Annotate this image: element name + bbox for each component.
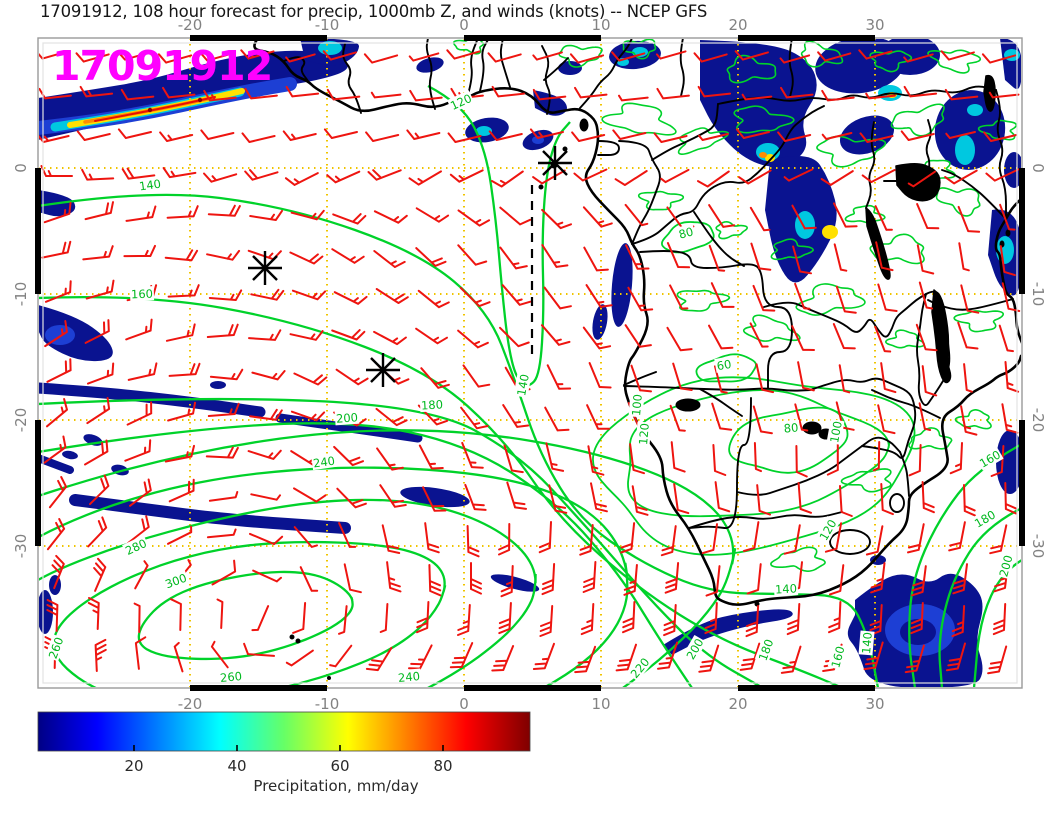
lat-label-left: 0 — [12, 163, 30, 173]
forecast-init-stamp: 17091912 — [52, 42, 273, 90]
lon-label-bottom: 0 — [459, 695, 469, 713]
lat-label-right: -20 — [1029, 408, 1047, 433]
svg-text:140: 140 — [514, 373, 532, 397]
svg-text:200: 200 — [336, 410, 359, 425]
colorbar-tick-label: 40 — [227, 757, 246, 775]
svg-text:80: 80 — [783, 420, 799, 435]
lat-label-right: -30 — [1029, 534, 1047, 559]
lon-label-bottom: -20 — [178, 695, 203, 713]
lat-lon-gridlines — [39, 39, 1021, 687]
svg-text:200: 200 — [996, 554, 1015, 579]
svg-text:180: 180 — [972, 507, 998, 530]
station-markers — [248, 146, 572, 387]
svg-text:180: 180 — [421, 397, 444, 412]
lat-label-left: -30 — [12, 534, 30, 559]
svg-text:80: 80 — [677, 224, 695, 241]
svg-text:140: 140 — [775, 581, 798, 596]
lat-label-right: 0 — [1029, 163, 1047, 173]
svg-text:160: 160 — [828, 645, 847, 670]
lat-label-left: -10 — [12, 282, 30, 307]
lon-label-top: 20 — [728, 16, 747, 34]
colorbar-caption: Precipitation, mm/day — [253, 777, 418, 795]
svg-text:240: 240 — [397, 669, 420, 685]
lon-label-top: 10 — [591, 16, 610, 34]
height-contours — [39, 39, 1021, 687]
colorbar-tick-label: 60 — [330, 757, 349, 775]
lat-label-right: -10 — [1029, 282, 1047, 307]
lon-label-bottom: 30 — [865, 695, 884, 713]
svg-text:300: 300 — [163, 571, 188, 592]
colorbar-tick-label: 80 — [433, 757, 452, 775]
lon-label-top: -20 — [178, 16, 203, 34]
lon-label-bottom: -10 — [315, 695, 340, 713]
svg-text:120: 120 — [636, 422, 652, 445]
svg-text:260: 260 — [219, 669, 242, 685]
svg-text:140: 140 — [138, 177, 162, 194]
svg-text:100: 100 — [629, 393, 645, 416]
lon-label-top: 0 — [459, 16, 469, 34]
svg-text:120: 120 — [816, 517, 839, 543]
svg-text:160: 160 — [131, 287, 153, 302]
colorbar-tick-label: 20 — [124, 757, 143, 775]
lat-label-left: -20 — [12, 408, 30, 433]
svg-text:140: 140 — [859, 631, 875, 654]
lon-label-bottom: 20 — [728, 695, 747, 713]
map-frame — [35, 35, 1025, 691]
wind-barbs — [39, 49, 1021, 675]
svg-text:100: 100 — [827, 420, 845, 444]
svg-text:240: 240 — [312, 454, 336, 471]
lon-label-bottom: 10 — [591, 695, 610, 713]
lon-label-top: -10 — [315, 16, 340, 34]
svg-text:60: 60 — [716, 357, 733, 373]
lon-label-top: 30 — [865, 16, 884, 34]
precip-colorbar: 20 40 60 80 Precipitation, mm/day — [37, 711, 531, 795]
plot-title: 17091912, 108 hour forecast for precip, … — [40, 2, 708, 21]
